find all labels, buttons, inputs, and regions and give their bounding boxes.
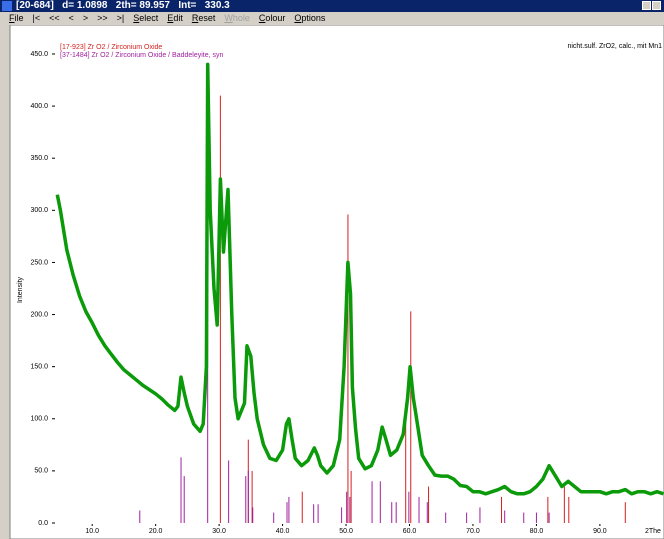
legend-entry: [17-923] Zr O2 / Zirconium Oxide <box>60 44 162 51</box>
menu-item[interactable]: > <box>82 13 89 23</box>
y-tick-label: 50.0 <box>34 468 48 475</box>
x-tick-label: 80.0 <box>530 528 544 535</box>
menu-item: Whole <box>224 13 250 23</box>
plot-background <box>9 25 664 539</box>
window-title: [20-684] d= 1.0898 2th= 89.957 Int= 330.… <box>16 0 230 11</box>
menu-item[interactable]: >| <box>116 13 125 23</box>
x-tick-label: 40.0 <box>276 528 290 535</box>
y-tick-label: 450.0 <box>30 51 48 58</box>
menu-bar: File |< << < > >> >| Select Edit Reset Whole Colour… <box>0 12 664 25</box>
title-bar: [20-684] d= 1.0898 2th= 89.957 Int= 330.… <box>0 0 664 12</box>
y-tick-label: 100.0 <box>30 416 48 423</box>
x-tick-label: 70.0 <box>466 528 480 535</box>
maximize-button[interactable] <box>652 1 661 10</box>
legend-entry: [37-1484] Zr O2 / Zirconium Oxide / Badd… <box>60 52 224 59</box>
menu-item[interactable]: << <box>49 13 60 23</box>
x-axis-label: 2The <box>645 528 661 535</box>
y-axis-label: Intensity <box>17 276 24 303</box>
x-tick-label: 60.0 <box>403 528 417 535</box>
menu-item[interactable]: < <box>68 13 74 23</box>
y-tick-label: 0.0 <box>38 520 48 527</box>
y-tick-label: 350.0 <box>30 155 48 162</box>
y-tick-label: 400.0 <box>30 103 48 110</box>
x-tick-label: 20.0 <box>149 528 163 535</box>
menu-item[interactable]: Reset <box>191 13 216 23</box>
sample-name: nicht.sulf. ZrO2, calc., mit Mn1 <box>567 43 662 50</box>
chart: Intensity 2The nicht.sulf. ZrO2, calc., … <box>9 25 664 539</box>
menu-item[interactable]: Colour <box>258 13 286 23</box>
diffraction-pattern <box>55 62 664 496</box>
menu-item[interactable]: Options <box>294 13 326 23</box>
x-tick-label: 90.0 <box>593 528 607 535</box>
y-tick-label: 300.0 <box>30 207 48 214</box>
x-tick-label: 30.0 <box>212 528 226 535</box>
menu-item[interactable]: File <box>9 13 24 23</box>
menu-item[interactable]: |< <box>32 13 41 23</box>
x-tick-label: 10.0 <box>85 528 99 535</box>
y-tick-label: 250.0 <box>30 259 48 266</box>
menu-item[interactable]: >> <box>97 13 108 23</box>
minimize-button[interactable] <box>642 1 651 10</box>
y-tick-label: 200.0 <box>30 311 48 318</box>
app-icon <box>2 1 12 11</box>
menu-item[interactable]: Select <box>133 13 159 23</box>
y-tick-label: 150.0 <box>30 364 48 371</box>
x-tick-label: 50.0 <box>339 528 353 535</box>
menu-item[interactable]: Edit <box>167 13 183 23</box>
